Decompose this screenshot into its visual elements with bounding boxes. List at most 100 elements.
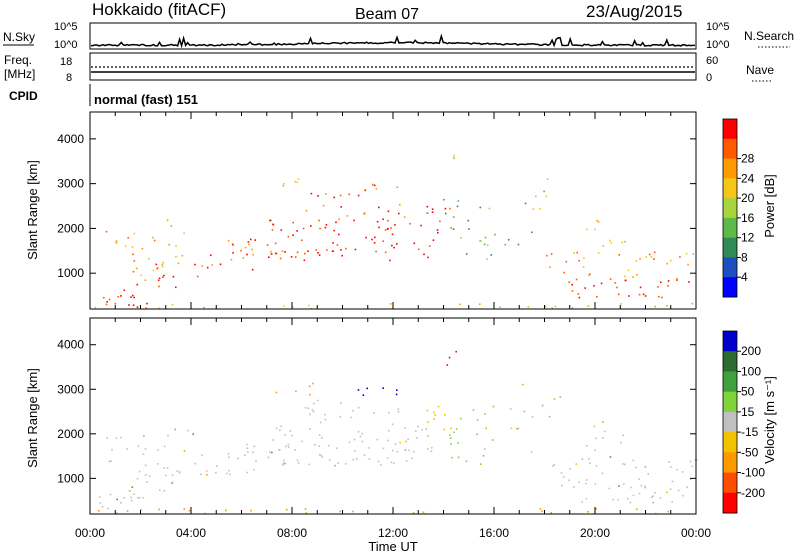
range-cell (163, 490, 166, 492)
range-cell (162, 261, 165, 264)
range-cell (94, 306, 97, 309)
range-cell (559, 396, 562, 398)
range-cell (433, 418, 435, 420)
range-cell (472, 409, 475, 411)
range-cell (380, 464, 382, 466)
range-cell (279, 429, 281, 431)
range-cell (163, 467, 165, 469)
range-cell (618, 485, 620, 487)
range-cell (143, 435, 145, 437)
range-cell (653, 251, 656, 254)
range-cell (120, 436, 122, 439)
range-cell (192, 433, 194, 435)
range-cell (354, 450, 356, 452)
range-cell (296, 181, 298, 184)
range-cell (420, 224, 422, 227)
colorbar-swatch (723, 452, 737, 474)
range-cell (621, 241, 624, 244)
range-cell (689, 460, 692, 463)
range-cell (627, 269, 630, 272)
range-cell (128, 490, 131, 492)
colorbar-swatch (723, 158, 737, 179)
range-cell (283, 305, 285, 307)
power-colorbar: 4 8 12 16 20 24 28 (722, 118, 755, 298)
range-cell (368, 458, 371, 460)
range-cell (120, 502, 122, 504)
range-cell (232, 252, 234, 254)
range-cell (272, 223, 274, 226)
range-cell (297, 178, 300, 180)
range-cell (460, 237, 462, 239)
range-cell (455, 428, 458, 430)
range-cell (642, 293, 645, 296)
range-cell (128, 304, 130, 306)
colorbar-tick-label: 15 (741, 405, 755, 419)
range-cell (165, 474, 167, 477)
range-cell (319, 421, 322, 424)
range-cell (624, 240, 626, 243)
range-cell (232, 244, 235, 247)
range-cell (679, 256, 681, 258)
x-tick-label: 12:00 (378, 526, 408, 540)
range-cell (653, 258, 655, 260)
range-cell (373, 184, 376, 187)
range-cell (593, 285, 595, 287)
range-cell (374, 236, 376, 239)
range-cell (103, 296, 105, 299)
range-cell (144, 279, 147, 281)
range-cell (357, 194, 360, 197)
range-cell (140, 274, 143, 277)
range-cell (158, 508, 160, 511)
range-cell (322, 204, 325, 207)
range-cell (661, 296, 663, 299)
range-cell (132, 270, 135, 273)
range-cell (585, 479, 588, 481)
range-cell (275, 427, 278, 430)
range-cell (294, 449, 296, 451)
range-cell (309, 428, 311, 430)
range-cell (339, 510, 341, 513)
range-cell (686, 486, 688, 489)
range-cell (644, 485, 646, 488)
range-cell (312, 411, 315, 413)
range-cell (123, 289, 126, 292)
range-cell (280, 229, 283, 231)
range-cell (305, 210, 308, 212)
range-cell (136, 283, 139, 286)
range-cell (162, 276, 164, 278)
range-cell (427, 435, 429, 437)
range-cell (480, 463, 482, 465)
range-cell (541, 404, 544, 407)
range-cell (601, 472, 604, 475)
range-cell (356, 458, 358, 460)
range-cell (624, 275, 626, 278)
range-cell (378, 206, 380, 209)
range-cell (527, 306, 530, 308)
range-cell (630, 486, 632, 489)
range-cell (197, 275, 199, 278)
range-cell (636, 273, 638, 276)
range-cell (585, 497, 588, 500)
range-cell (353, 438, 356, 441)
colorbar-swatch (723, 198, 737, 219)
range-cell (304, 252, 306, 255)
range-cell (491, 439, 494, 441)
range-cell (130, 499, 133, 502)
range-cell (317, 195, 319, 197)
range-cell (490, 254, 492, 256)
range-cell (667, 285, 669, 287)
range-cell (499, 306, 501, 308)
range-cell (571, 283, 573, 286)
range-cell (269, 451, 271, 453)
range-cell (620, 441, 622, 444)
range-cell (170, 482, 173, 485)
range-cell (428, 245, 431, 247)
range-cell (450, 227, 452, 229)
range-cell (357, 389, 360, 391)
range-cell (531, 416, 534, 418)
range-cell (237, 457, 239, 460)
range-cell (230, 258, 233, 261)
range-cell (431, 208, 434, 210)
x-tick-label: 16:00 (479, 526, 509, 540)
range-cell (163, 274, 165, 277)
